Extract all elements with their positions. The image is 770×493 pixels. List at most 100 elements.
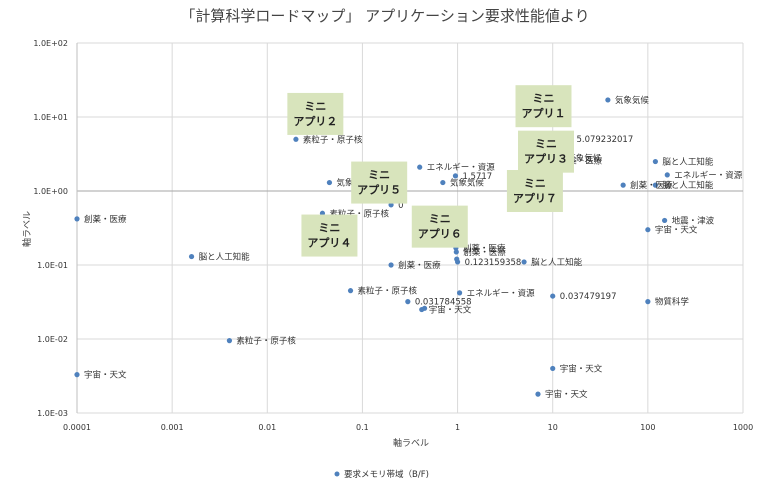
mini-app-box-label: アプリ６ [418,227,462,241]
x-tick-label: 1000 [733,423,753,432]
data-label: 創薬・医療 [398,260,441,271]
y-tick-label: 1.0E-01 [37,261,68,270]
mini-app-box-label: ミニ [535,138,557,151]
data-label: 0.037479197 [560,292,617,302]
legend-label: 要求メモリ帯域（B/F) [344,469,429,480]
x-tick-label: 1 [455,423,460,432]
data-point [662,217,668,224]
data-point [347,288,354,294]
data-label: 0.123159358 [465,258,522,268]
mini-app-box-label: ミニ [368,169,390,182]
mini-app-box-bg [411,205,468,248]
mini-app-box-label: アプリ３ [524,152,568,166]
x-tick-label: 0.0001 [63,423,91,432]
data-point [188,253,195,260]
tick-layer: 0.0001 0.001 0.01 0.1 1 10 100 1000 1.0E-03 1.0E-… [33,39,753,432]
data-label: 気象 [336,178,354,189]
x-axis-label: 軸ラベル [393,437,429,449]
mini-app-box-bg [287,92,344,135]
data-label: 脳と人工知能 [662,157,714,168]
mini-app-box-bg [515,85,572,128]
point-layer [74,97,670,397]
data-point [620,182,626,188]
mini-app-box-label: ミニ [304,100,326,113]
data-point [293,136,299,142]
data-label: 素粒子・原子核 [236,336,296,347]
data-label: 創薬・医療 [84,214,127,225]
mini-app-box-label: アプリ４ [307,236,351,250]
data-point [417,164,423,170]
data-point [440,179,446,186]
y-tick-label: 1.0E-03 [37,409,68,418]
data-point [521,259,527,265]
data-point [535,391,541,397]
data-point [74,372,80,378]
data-point [664,172,670,178]
mini-app-box-bg [517,130,574,173]
mini-app-box-label: アプリ７ [513,191,557,205]
data-label: 創薬・医療 [463,243,506,254]
x-tick-label: 100 [640,423,655,432]
annotation-layer: ミニアプリ２ミニアプリ１ミニアプリ３ミニアプリ５ミニアプリ７ミニアプリ４ミニアプ… [287,85,574,257]
data-label: 0.031784558 [415,298,472,308]
mini-app-box-label: ミニ [318,222,340,235]
data-label: エネルギー・資源 [467,288,536,299]
data-point [388,262,394,268]
data-label: 宇宙・天文 [560,363,603,374]
data-point [226,338,233,344]
data-point [652,182,658,188]
legend: 要求メモリ帯域（B/F) [334,469,429,480]
data-label: 創薬・医療 [560,155,603,166]
mini-app-box-bg [301,214,358,257]
data-point [652,158,658,165]
legend-marker [334,471,340,477]
data-point [421,305,428,311]
mini-app-box-label: ミニ [532,92,554,105]
data-label: 5.079232017 [576,135,633,145]
mini-app-box-label: ミニ [429,213,451,226]
data-label: 素粒子・原子核 [358,286,418,297]
data-label: 宇宙・天文 [84,370,127,381]
data-label: 素粒子・原子核 [329,208,389,219]
mini-app-box-bg [351,161,408,204]
data-point [550,293,556,299]
data-point [74,216,80,222]
data-point [453,249,459,255]
data-label: 0 [398,201,403,211]
data-label: 1.5717 [462,172,492,182]
y-tick-label: 1.0E+02 [33,39,68,48]
data-label: エネルギー・資源 [674,170,743,181]
data-label: 気象気候 [567,153,602,164]
mini-app-box-label: アプリ５ [357,183,401,197]
data-label: 素粒子・原子核 [303,134,363,145]
data-label: 創薬・医療 [463,247,506,258]
data-point [645,299,651,305]
x-tick-label: 10 [548,423,558,432]
data-point [456,290,463,296]
data-point [645,227,651,233]
data-label: 気象気候 [450,178,485,189]
data-label: 脳と人工知能 [662,180,714,191]
label-layer: 創薬・医療脳と人工知能宇宙・天文素粒子・原子核素粒子・原子核気象素粒子・原子核素… [84,95,743,400]
y-axis-label: 軸ラベル [21,211,33,247]
y-tick-label: 1.0E-02 [37,335,68,344]
data-label: 宇宙・天文 [429,305,472,316]
data-point [605,97,611,103]
data-point [454,259,461,265]
y-tick-label: 1.0E+01 [33,113,68,122]
mini-app-box-bg [506,170,563,212]
x-tick-label: 0.1 [356,423,369,432]
mini-app-box-label: アプリ２ [293,114,337,128]
data-label: 物質科学 [655,297,690,308]
data-label: 創薬・医療 [630,180,673,191]
data-label: 気象気候 [615,95,650,106]
y-tick-label: 1.0E+00 [33,187,68,196]
data-point [405,299,411,305]
